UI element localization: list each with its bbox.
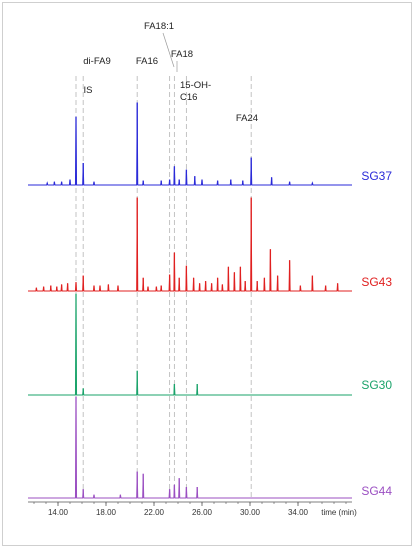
marker-label-4: FA18 [171, 49, 193, 60]
x-tick-label-2: 22.00 [144, 508, 165, 517]
trace-SG37 [28, 102, 352, 186]
sample-labels: SG37 SG43 SG30 SG44 [361, 169, 392, 498]
trace-line-SG43 [28, 197, 352, 292]
x-tick-label-3: 26.00 [192, 508, 213, 517]
marker-label-5: 15-OH-C16 [180, 80, 211, 103]
time-axis: 14.00 18.00 22.00 26.00 30.00 34.00 time (min) [28, 501, 357, 517]
marker-label-2: FA16 [136, 56, 158, 67]
x-tick-label-0: 14.00 [48, 508, 69, 517]
sample-label-SG44: SG44 [361, 484, 392, 498]
x-tick-label-5: 34.00 [288, 508, 309, 517]
marker-guide-lines [75, 76, 252, 500]
marker-label-3: FA18:1 [144, 21, 174, 32]
figure-frame [2, 2, 412, 546]
x-tick-label-1: 18.00 [96, 508, 117, 517]
sample-label-SG37: SG37 [361, 169, 392, 183]
marker-label-1: di-FA9 [83, 56, 110, 67]
chromatogram-traces [28, 102, 352, 499]
x-tick-label-4: 30.00 [240, 508, 261, 517]
sample-label-SG30: SG30 [361, 378, 392, 392]
trace-SG43 [28, 197, 352, 292]
trace-SG30 [28, 293, 352, 396]
marker-label-6: FA24 [236, 113, 258, 124]
leader-fa181 [162, 32, 175, 68]
compound-labels: IS di-FA9 FA16 FA18:1 FA18 15-OH-C16 FA24 [83, 21, 258, 124]
marker-label-0: IS [84, 85, 93, 96]
trace-SG44 [28, 396, 352, 499]
x-axis-title: time (min) [321, 508, 357, 517]
sample-label-SG43: SG43 [361, 275, 392, 289]
